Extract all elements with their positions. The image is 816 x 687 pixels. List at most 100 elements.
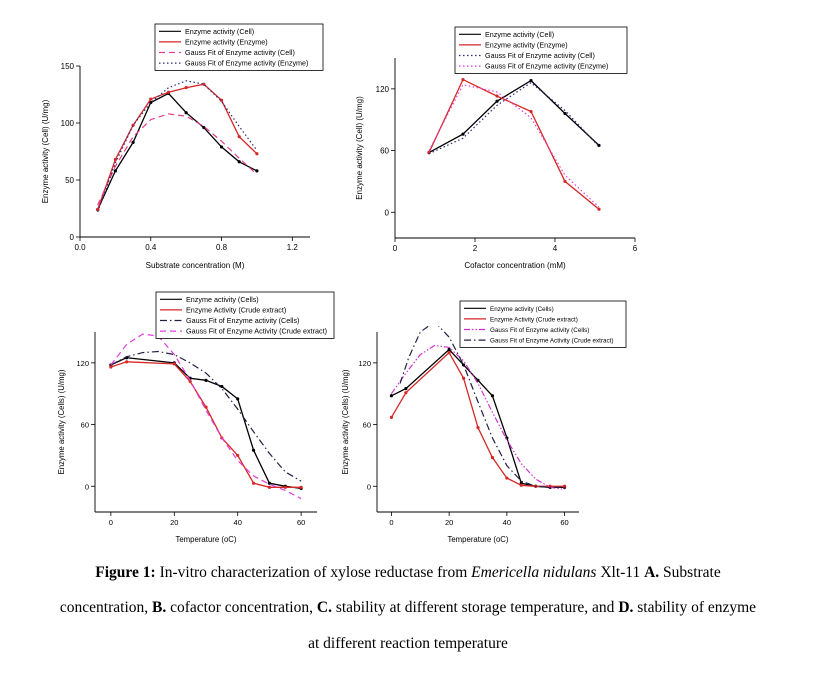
y-tick-label: 0: [70, 233, 75, 242]
data-point: [255, 152, 259, 156]
x-tick-label: 20: [445, 518, 453, 527]
legend-label: Gauss Fit of Enzyme Activity (Crude extr…: [186, 327, 327, 336]
x-tick-label: 20: [170, 518, 178, 527]
data-point: [389, 415, 394, 419]
series-line-2: [390, 351, 565, 487]
caption-line-2: concentration, B. cofactor concentration…: [0, 599, 816, 617]
legend-label: Gauss Fit of Enzyme activity (Enzyme): [185, 59, 308, 68]
legend-label: Enzyme activity (Cell): [185, 27, 254, 36]
chart-panel-a: 0.0 0.4 0.8 1.2 0 50 100 150 Substrate concentra…: [41, 23, 324, 270]
data-point: [505, 476, 509, 480]
data-point: [131, 140, 135, 144]
chart-panel-c: 0 20 40 60 0 60 120 Temperature (oC) Enzyme acti…: [57, 291, 335, 544]
caption-text: In-vitro characterization of xylose redu…: [155, 564, 472, 581]
data-point: [404, 386, 408, 391]
x-axis-label: Temperature (oC): [175, 535, 236, 544]
data-point: [562, 484, 567, 488]
chart-panel-d: 0 20 40 60 0 60 120 Temperature (oC) Enzyme acti…: [341, 300, 627, 544]
data-point: [220, 384, 224, 389]
x-tick-label: 6: [633, 244, 638, 253]
series-group: [96, 80, 259, 213]
series-line-3: [97, 113, 258, 206]
x-tick-label: 60: [297, 518, 305, 527]
caption-species: Emericella nidulans: [471, 564, 597, 581]
caption-line-1: Figure 1: In-vitro characterization of x…: [0, 564, 816, 582]
data-point: [267, 481, 272, 485]
data-point: [404, 391, 408, 395]
legend-box: [459, 300, 627, 348]
caption-panel-label: C.: [316, 599, 332, 616]
x-axis-label: Temperature (oC): [447, 535, 508, 544]
series-line-1: [428, 79, 600, 154]
y-tick-label: 120: [376, 85, 390, 94]
data-point: [236, 397, 240, 401]
data-point: [204, 405, 208, 409]
data-point: [251, 448, 256, 452]
x-tick-label: 1.2: [287, 243, 299, 252]
series-line-4: [110, 333, 302, 500]
data-point: [172, 362, 176, 366]
legend-label: Enzyme activity (Cells): [490, 306, 554, 313]
series-line-2: [428, 78, 600, 210]
data-point: [476, 426, 480, 430]
series-line-3: [428, 81, 600, 155]
x-axis-label: Substrate concentration (M): [146, 261, 245, 270]
data-point: [166, 90, 171, 94]
data-point: [597, 143, 601, 148]
legend: Enzyme activity (Cell)Enzyme activity (E…: [154, 23, 324, 71]
data-point: [447, 350, 451, 355]
x-tick-label: 40: [503, 518, 511, 527]
x-tick-label: 40: [234, 518, 242, 527]
series-line-3: [390, 344, 565, 490]
data-point: [113, 169, 117, 173]
data-point: [597, 207, 601, 211]
caption-text: at different reaction temperature: [308, 635, 508, 652]
legend-label: Enzyme Activity (Crude extract): [186, 305, 286, 314]
legend-label: Enzyme activity (Enzyme): [185, 37, 268, 46]
data-point: [237, 135, 241, 139]
x-tick-label: 0.8: [216, 243, 228, 252]
y-tick-label: 100: [61, 119, 75, 128]
x-tick-label: 0.0: [74, 243, 86, 252]
data-point: [219, 98, 224, 102]
data-point: [237, 160, 241, 164]
legend-label: Enzyme activity (Cells): [186, 295, 259, 304]
series-line-1: [391, 348, 565, 488]
caption-panel-label: B.: [152, 599, 167, 616]
data-point: [495, 99, 499, 103]
data-point: [447, 347, 451, 352]
legend-box: [454, 26, 628, 74]
data-point: [202, 125, 206, 130]
x-axis-label: Cofactor concentration (mM): [464, 261, 566, 270]
series-line-4: [399, 326, 565, 488]
data-point: [283, 485, 287, 489]
data-point: [529, 79, 533, 83]
x-tick-label: 2: [473, 244, 478, 253]
data-point: [299, 485, 303, 489]
legend-box: [155, 291, 335, 339]
y-tick-label: 50: [65, 176, 74, 185]
y-tick-label: 0: [85, 482, 89, 491]
legend-label: Enzyme activity (Cell): [485, 30, 554, 39]
x-tick-label: 60: [560, 518, 568, 527]
y-tick-label: 0: [385, 208, 390, 217]
legend-label: Gauss Fit of Enzyme activity (Cell): [185, 48, 295, 57]
legend-label: Gauss Fit of Enzyme activity (Cells): [490, 327, 589, 334]
legend-label: Enzyme Activity (Crude extract): [490, 316, 578, 323]
data-point: [267, 485, 272, 489]
caption-text: Xlt-11: [596, 564, 645, 581]
series-line-1: [110, 357, 302, 489]
caption-figure-label: Figure 1:: [95, 564, 156, 581]
y-axis-label: Enzyme activity (Cell) (U/mg): [41, 99, 50, 203]
y-axis-label: Enzyme activity (Cells) (U/mg): [341, 369, 350, 474]
data-point: [109, 365, 113, 369]
x-tick-label: 0: [393, 244, 398, 253]
x-tick-label: 0.4: [145, 243, 157, 252]
data-point: [149, 97, 153, 101]
data-point: [188, 379, 192, 383]
legend-box: [154, 23, 324, 71]
series-group: [109, 333, 303, 500]
legend-label: Gauss Fit of Enzyme Activity (Crude extr…: [490, 338, 614, 345]
legend-label: Gauss Fit of Enzyme activity (Enzyme): [485, 62, 608, 71]
caption-text: cofactor concentration,: [166, 599, 317, 616]
